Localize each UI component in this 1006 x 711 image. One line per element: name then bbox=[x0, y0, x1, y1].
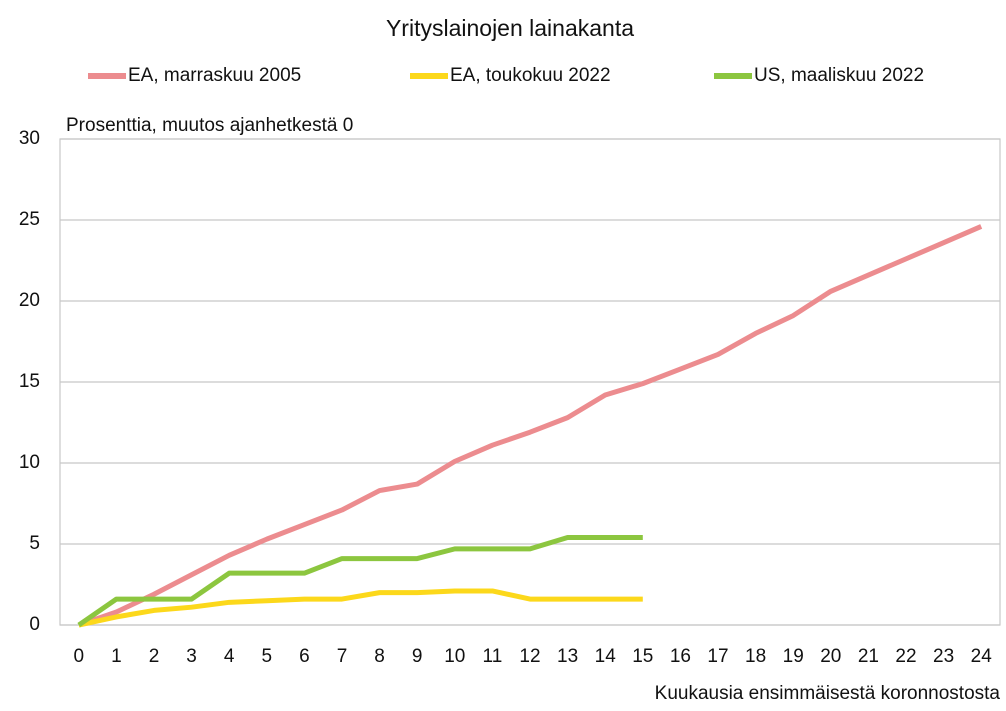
x-tick-label: 1 bbox=[111, 646, 122, 667]
y-tick-label: 15 bbox=[19, 371, 40, 392]
x-tick-label: 23 bbox=[933, 646, 954, 667]
series-line bbox=[78, 588, 643, 628]
x-tick-label: 9 bbox=[412, 646, 423, 667]
y-tick-label: 20 bbox=[19, 290, 40, 311]
x-tick-label: 20 bbox=[820, 646, 841, 667]
x-tick-label: 11 bbox=[483, 646, 503, 667]
x-tick-label: 3 bbox=[186, 646, 197, 667]
series-line bbox=[77, 224, 983, 628]
x-tick-label: 4 bbox=[224, 646, 235, 667]
x-tick-label: 24 bbox=[971, 646, 993, 667]
x-tick-label: 17 bbox=[707, 646, 728, 667]
x-tick-label: 6 bbox=[299, 646, 310, 667]
x-axis-label: Kuukausia ensimmäisestä koronnostosta bbox=[655, 683, 1001, 704]
x-tick-label: 10 bbox=[444, 646, 465, 667]
y-axis-label: Prosenttia, muutos ajanhetkestä 0 bbox=[66, 115, 353, 136]
x-tick-label: 2 bbox=[149, 646, 160, 667]
x-tick-label: 15 bbox=[632, 646, 653, 667]
chart-title: Yrityslainojen lainakanta bbox=[386, 15, 634, 41]
y-tick-label: 25 bbox=[19, 209, 40, 230]
x-tick-label: 12 bbox=[519, 646, 540, 667]
x-tick-label: 22 bbox=[895, 646, 916, 667]
y-tick-label: 0 bbox=[29, 614, 40, 635]
legend-label: EA, marraskuu 2005 bbox=[128, 65, 301, 86]
x-tick-label: 0 bbox=[74, 646, 85, 667]
x-tick-label: 14 bbox=[595, 646, 617, 667]
x-tick-label: 7 bbox=[337, 646, 348, 667]
x-tick-label: 13 bbox=[557, 646, 578, 667]
x-tick-label: 5 bbox=[262, 646, 273, 667]
legend-label: US, maaliskuu 2022 bbox=[754, 65, 924, 86]
x-tick-label: 21 bbox=[858, 646, 879, 667]
y-tick-label: 10 bbox=[19, 452, 40, 473]
x-tick-label: 8 bbox=[374, 646, 385, 667]
series-line bbox=[77, 535, 643, 628]
legend-label: EA, toukokuu 2022 bbox=[450, 65, 611, 86]
x-tick-label: 16 bbox=[670, 646, 691, 667]
y-tick-label: 30 bbox=[19, 128, 40, 149]
y-tick-label: 5 bbox=[29, 533, 40, 554]
x-tick-label: 19 bbox=[783, 646, 804, 667]
x-tick-label: 18 bbox=[745, 646, 766, 667]
